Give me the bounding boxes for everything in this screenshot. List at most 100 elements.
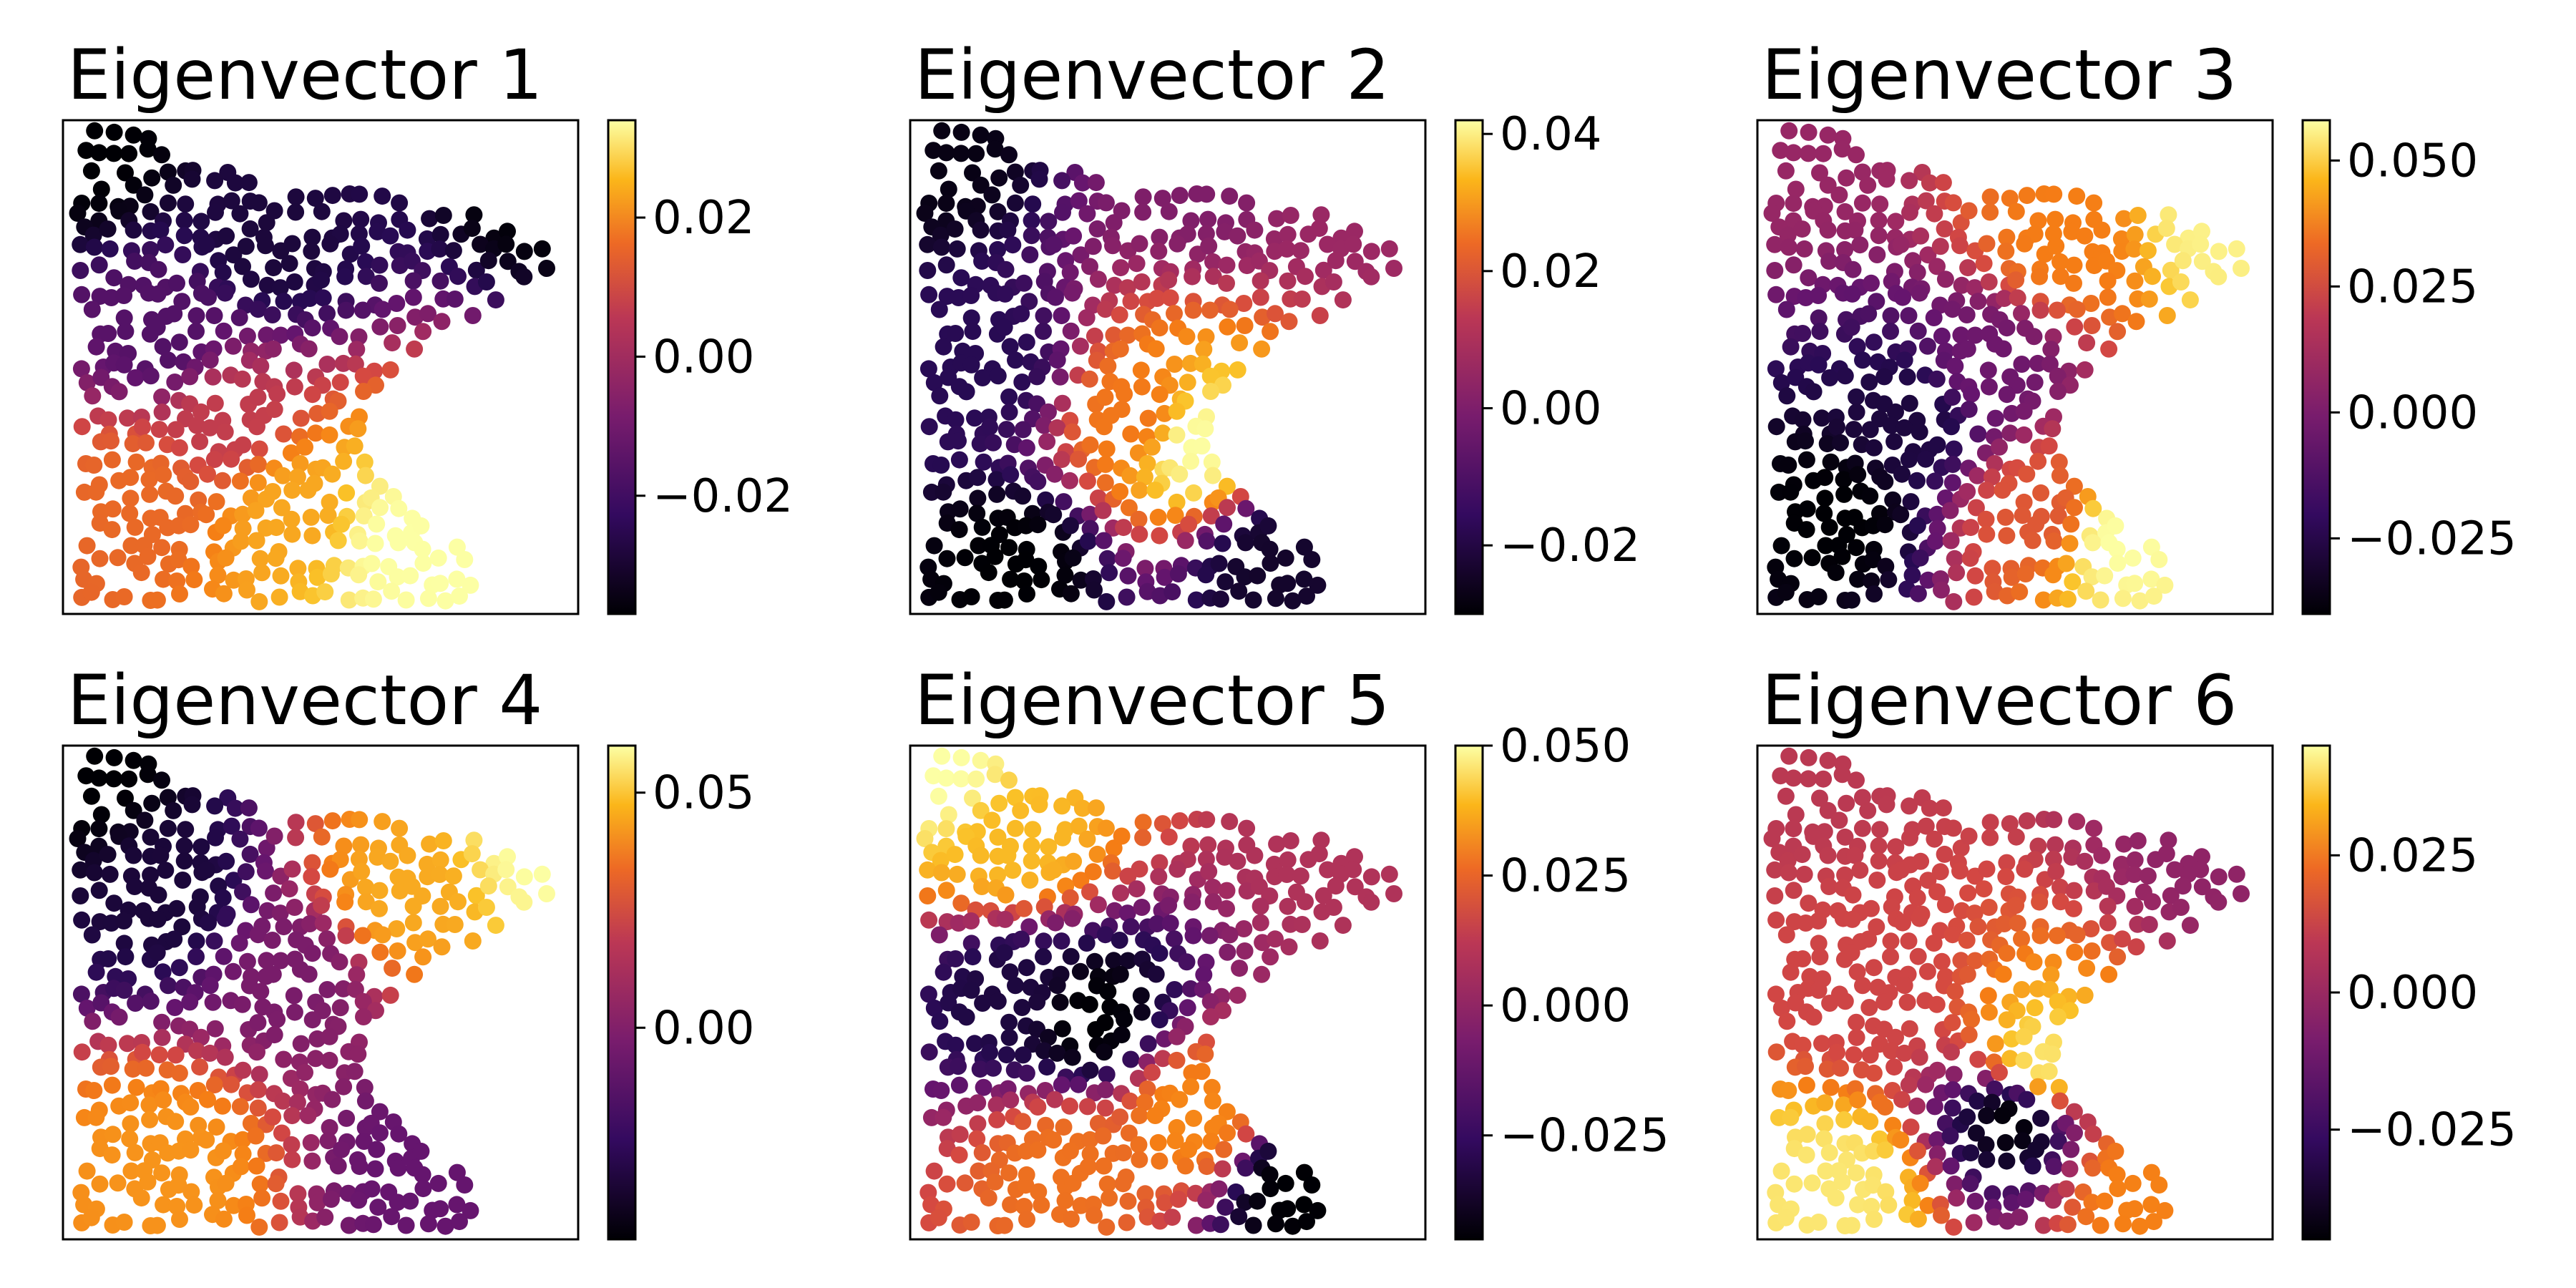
scatter-point (102, 432, 119, 450)
scatter-point (1215, 515, 1233, 533)
scatter-point (231, 1098, 249, 1116)
scatter-point (1199, 836, 1217, 854)
scatter-point (287, 814, 305, 831)
scatter-point (1928, 370, 1946, 388)
scatter-point (1885, 1058, 1903, 1076)
scatter-point (1896, 977, 1913, 995)
scatter-point (2145, 587, 2162, 605)
scatter-point (1965, 1214, 1983, 1231)
scatter-point (2046, 836, 2064, 854)
scatter-point (389, 1159, 407, 1177)
scatter-point (1848, 771, 1865, 789)
scatter-point (414, 540, 431, 558)
scatter-point (1911, 909, 1928, 927)
scatter-point (1901, 394, 1918, 412)
scatter-point (1926, 532, 1944, 550)
scatter-point (1154, 1050, 1172, 1068)
scatter-point (122, 1162, 140, 1180)
scatter-point (115, 935, 133, 952)
scatter-point (1998, 945, 2016, 962)
scatter-point (371, 274, 388, 292)
scatter-point (1848, 1013, 1865, 1031)
scatter-point (137, 1059, 155, 1077)
scatter-point (237, 238, 255, 255)
scatter-point (397, 1216, 415, 1234)
colorbar-tick-label: 0.025 (2347, 260, 2478, 313)
scatter-point (280, 880, 298, 898)
scatter-point (2140, 916, 2158, 933)
scatter-point (1153, 815, 1171, 833)
scatter-point (1229, 361, 1246, 379)
scatter-point (2125, 866, 2143, 883)
scatter-point (1966, 326, 1984, 344)
scatter-point (1053, 932, 1070, 950)
scatter-point (1900, 451, 1918, 469)
scatter-point (224, 337, 242, 355)
scatter-point (72, 887, 89, 904)
scatter-point (2125, 240, 2143, 258)
scatter-point (331, 328, 348, 346)
scatter-point (1182, 1078, 1200, 1096)
scatter-point (1014, 487, 1032, 505)
scatter-point (1925, 309, 1943, 326)
scatter-point (997, 886, 1015, 904)
scatter-point (916, 830, 934, 847)
scatter-point (987, 471, 1005, 489)
colorbar-gradient (2301, 119, 2331, 615)
scatter-point (1797, 1146, 1815, 1164)
scatter-point (171, 1211, 188, 1228)
scatter-point (1282, 207, 1299, 224)
scatter-point (1767, 1043, 1785, 1061)
scatter-point (1111, 1108, 1129, 1126)
scatter-point (1958, 965, 1976, 983)
scatter-point (1908, 472, 1926, 489)
scatter-point (1122, 293, 1140, 311)
scatter-point (1926, 472, 1943, 490)
scatter-point (950, 521, 968, 539)
scatter-point (1045, 506, 1063, 524)
scatter-point (78, 1162, 96, 1180)
scatter-point (139, 547, 157, 565)
scatter-point (215, 322, 233, 340)
scatter-point (143, 794, 161, 812)
scatter-point (1246, 847, 1264, 864)
scatter-point (170, 1176, 187, 1194)
scatter-point (371, 943, 389, 961)
scatter-point (1015, 572, 1033, 590)
scatter-point (206, 394, 224, 412)
scatter-point (1848, 539, 1865, 557)
scatter-point (329, 1157, 347, 1175)
scatter-point (2027, 515, 2045, 533)
scatter-point (206, 172, 224, 190)
scatter-point (1136, 468, 1153, 486)
scatter-point (1262, 555, 1279, 572)
scatter-point (1038, 1058, 1056, 1076)
scatter-point (2145, 1213, 2162, 1231)
scatter-point (931, 387, 949, 405)
scatter-point (940, 180, 957, 198)
scatter-point (1282, 832, 1299, 849)
scatter-point (346, 1063, 364, 1080)
scatter-point (209, 566, 227, 584)
scatter-point (919, 262, 937, 279)
scatter-point (972, 801, 990, 819)
scatter-point (1928, 519, 1946, 537)
scatter-point (308, 1194, 326, 1211)
scatter-point (983, 811, 1001, 829)
scatter-point (1994, 482, 2011, 499)
scatter-point (967, 770, 985, 788)
scatter-point (1893, 465, 1911, 483)
scatter-point (1002, 1091, 1020, 1109)
scatter-point (1865, 1064, 1883, 1082)
scatter-point (1885, 433, 1903, 451)
scatter-point (1279, 851, 1297, 869)
scatter-point (388, 920, 406, 937)
scatter-point (1229, 986, 1246, 1004)
scatter-point (947, 950, 965, 967)
scatter-point (1882, 307, 1900, 325)
scatter-point (1912, 227, 1930, 245)
scatter-point (272, 952, 290, 970)
scatter-point (2048, 927, 2066, 945)
scatter-point (280, 255, 298, 273)
